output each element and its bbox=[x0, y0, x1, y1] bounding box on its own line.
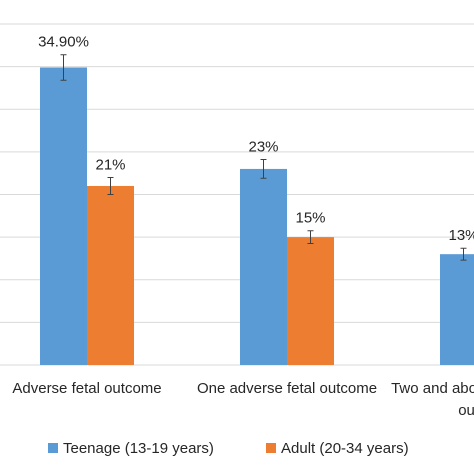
legend-swatch bbox=[266, 443, 276, 453]
x-tick-label: One adverse fetal outcome bbox=[197, 380, 377, 397]
error-bar bbox=[107, 176, 114, 195]
bar bbox=[40, 67, 87, 365]
legend-label: Adult (20-34 years) bbox=[281, 440, 409, 457]
data-label: 15% bbox=[295, 210, 325, 227]
data-label: 34.90% bbox=[38, 34, 89, 51]
error-bar bbox=[307, 230, 314, 245]
legend-swatch bbox=[48, 443, 58, 453]
bar bbox=[287, 237, 334, 365]
error-bar bbox=[460, 247, 467, 261]
error-bar bbox=[260, 159, 267, 179]
bar bbox=[240, 168, 287, 365]
legend-label: Teenage (13-19 years) bbox=[63, 440, 214, 457]
x-tick-label: Adverse fetal outcome bbox=[12, 380, 161, 397]
error-bar bbox=[60, 54, 67, 81]
data-label: 23% bbox=[248, 139, 278, 156]
bar bbox=[440, 254, 474, 365]
bar bbox=[87, 185, 134, 365]
data-label: 21% bbox=[95, 156, 125, 173]
data-label: 13% bbox=[448, 227, 474, 244]
